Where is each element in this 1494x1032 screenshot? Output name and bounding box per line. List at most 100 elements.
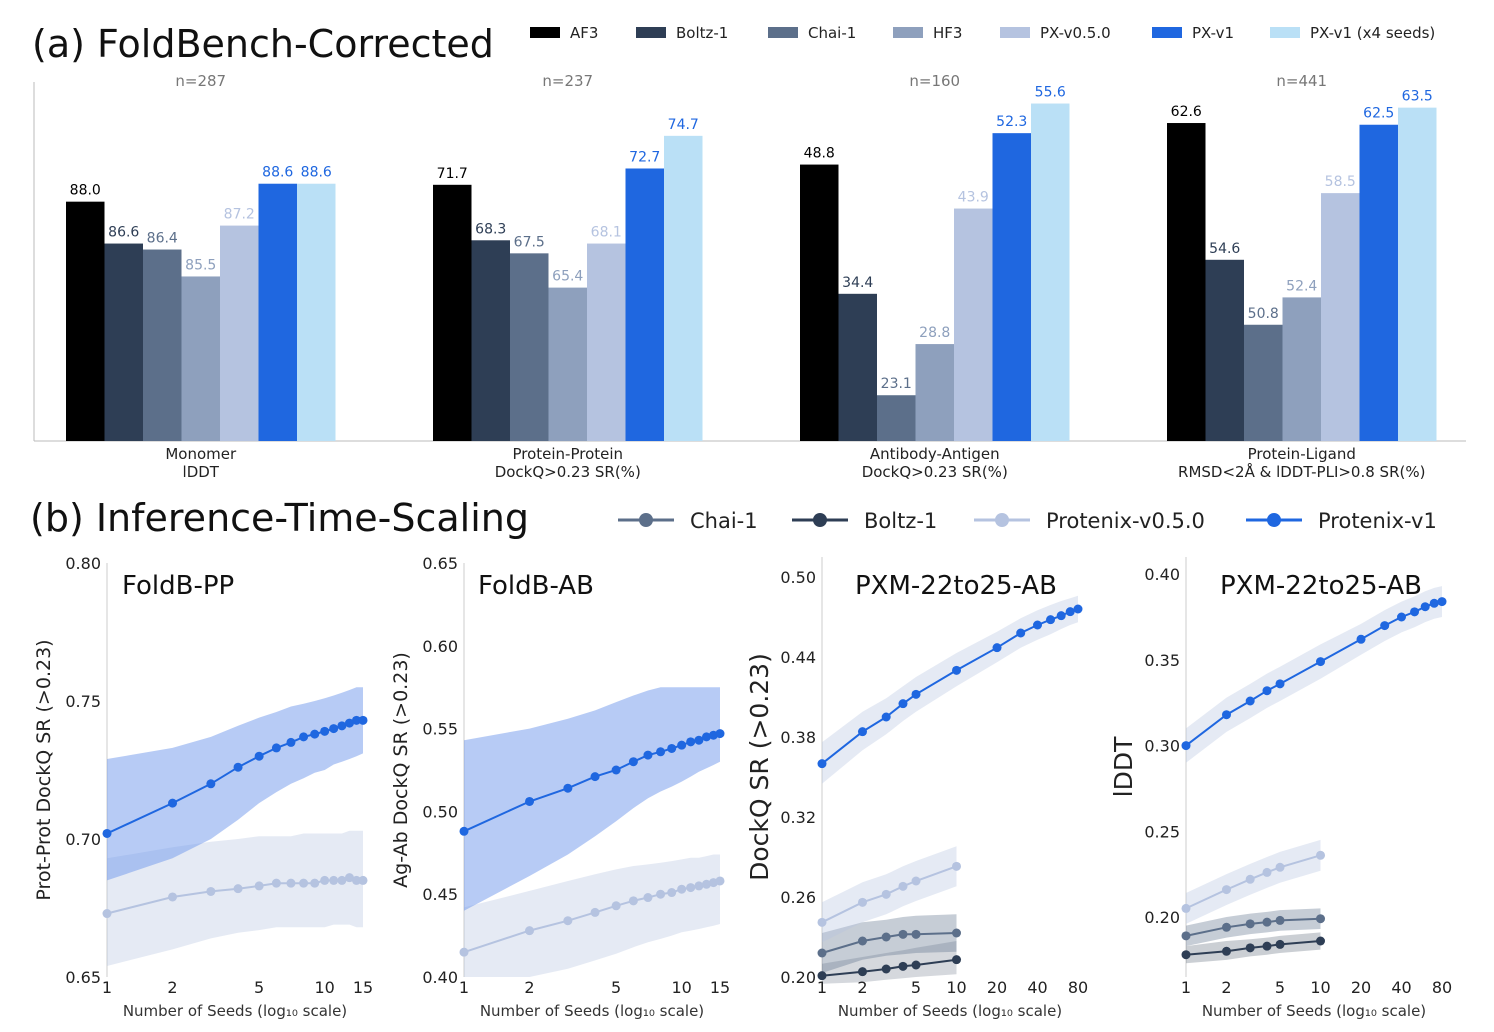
y-tick-label: 0.50 <box>422 802 458 821</box>
y-tick-label: 0.20 <box>1144 908 1180 927</box>
data-point <box>563 916 573 926</box>
y-tick-label: 0.70 <box>65 830 101 849</box>
category-label: Protein-Protein <box>512 445 623 463</box>
data-point <box>898 699 908 709</box>
confidence-band <box>464 687 720 911</box>
category-label: Protein-Ligand <box>1248 445 1356 463</box>
x-tick-label: 10 <box>1310 978 1330 997</box>
data-point <box>1275 862 1285 872</box>
data-point <box>881 964 891 974</box>
data-point <box>817 917 827 927</box>
group-n-label: n=237 <box>542 72 593 90</box>
bar-value-label: 68.1 <box>591 225 622 241</box>
x-tick-label: 1 <box>1181 978 1191 997</box>
data-point <box>1033 620 1043 630</box>
category-metric-label: DockQ>0.23 SR(%) <box>862 463 1008 481</box>
data-point <box>677 884 687 894</box>
y-tick-label: 0.55 <box>422 720 458 739</box>
subplot: 0.65 0.70 0.75 0.80 1 2 5 10 15 Number of Seeds (… <box>33 554 373 1020</box>
data-point <box>233 884 243 894</box>
legend-label: Chai-1 <box>690 509 758 533</box>
x-tick-label: 5 <box>911 978 921 997</box>
data-point <box>715 729 725 739</box>
data-point <box>206 779 216 789</box>
data-point <box>310 878 320 888</box>
legend-marker <box>813 513 827 527</box>
data-point <box>1181 931 1191 941</box>
data-point <box>817 971 827 981</box>
data-point <box>656 889 666 899</box>
bar <box>433 184 472 441</box>
data-point <box>881 889 891 899</box>
confidence-band <box>1186 908 1321 947</box>
data-point <box>351 875 361 885</box>
data-point <box>206 886 216 896</box>
data-point <box>1245 919 1255 929</box>
bar-value-label: 88.6 <box>262 165 293 181</box>
bar <box>220 225 259 441</box>
bar <box>1244 324 1283 441</box>
x-tick-label: 40 <box>1391 978 1411 997</box>
legend-swatch <box>636 27 666 38</box>
x-tick-label: 20 <box>987 978 1007 997</box>
x-tick-label: 10 <box>314 978 334 997</box>
bar <box>181 276 220 441</box>
data-point <box>911 689 921 699</box>
y-axis-label: lDDT <box>1109 736 1138 797</box>
group-n-label: n=287 <box>175 72 226 90</box>
bar-value-label: 86.6 <box>108 225 139 241</box>
bar <box>1282 297 1321 441</box>
y-axis-label: DockQ SR (>0.23) <box>745 653 774 881</box>
data-point <box>611 901 621 911</box>
bar <box>1031 103 1070 441</box>
y-tick-label: 0.32 <box>780 808 816 827</box>
bar <box>471 240 510 441</box>
legend-label: Chai-1 <box>808 24 856 42</box>
x-axis-label: Number of Seeds (log₁₀ scale) <box>123 1002 347 1020</box>
series-line <box>821 932 957 954</box>
subplot-title: FoldB-AB <box>478 571 594 601</box>
confidence-band <box>464 854 720 977</box>
data-point <box>344 718 354 728</box>
x-tick-label: 80 <box>1432 978 1452 997</box>
bar-value-label: 67.5 <box>514 234 545 250</box>
data-point <box>667 888 677 898</box>
legend-swatch <box>1000 27 1030 38</box>
data-point <box>254 751 264 761</box>
data-point <box>817 948 827 958</box>
data-point <box>701 879 711 889</box>
bar <box>838 293 877 441</box>
category-metric-label: DockQ>0.23 SR(%) <box>495 463 641 481</box>
bar-value-label: 23.1 <box>881 376 912 392</box>
data-point <box>1181 741 1191 751</box>
data-point <box>1316 914 1326 924</box>
panel-a-bars: n=287 88.0 86.6 86.4 85.5 87.2 88.6 88.6 Monomer… <box>33 72 1466 481</box>
subplot-title: PXM-22to25-AB <box>855 571 1057 601</box>
x-tick-label: 2 <box>167 978 177 997</box>
data-point <box>656 747 666 757</box>
data-point <box>1397 612 1407 622</box>
bar <box>664 135 703 441</box>
bar-value-label: 63.5 <box>1402 89 1433 105</box>
data-point <box>898 929 908 939</box>
category-metric-label: RMSD<2Å & lDDT-PLI>0.8 SR(%) <box>1178 462 1425 481</box>
group-n-label: n=441 <box>1276 72 1327 90</box>
data-point <box>590 772 600 782</box>
data-point <box>271 878 281 888</box>
bar-value-label: 54.6 <box>1209 241 1240 257</box>
data-point <box>898 961 908 971</box>
legend-marker <box>995 513 1009 527</box>
data-point <box>686 737 696 747</box>
data-point <box>694 735 704 745</box>
data-point <box>459 947 469 957</box>
y-tick-label: 0.38 <box>780 728 816 747</box>
legend-label: PX-v1 (x4 seeds) <box>1310 24 1435 42</box>
data-point <box>677 740 687 750</box>
legend-swatch <box>1152 27 1182 38</box>
bar-value-label: 28.8 <box>919 325 950 341</box>
data-point <box>1065 607 1075 617</box>
data-point <box>1245 874 1255 884</box>
data-point <box>1245 696 1255 706</box>
legend-marker <box>639 513 653 527</box>
data-point <box>1221 946 1231 956</box>
